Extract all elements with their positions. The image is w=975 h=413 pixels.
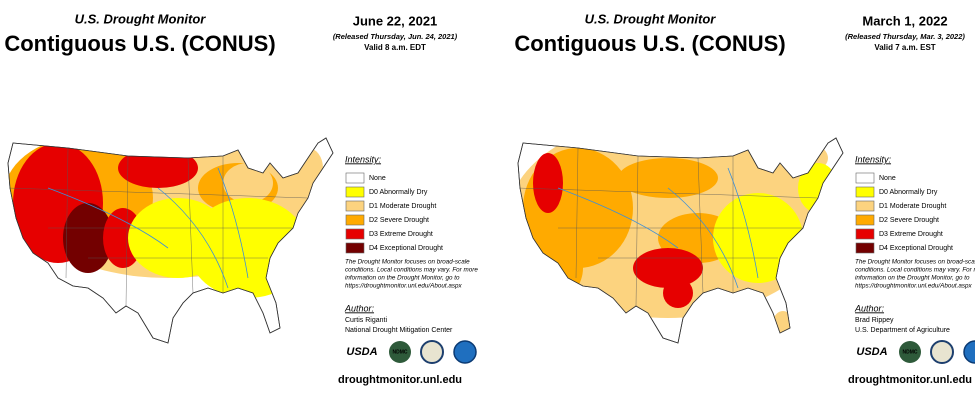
- state-border: [125, 155, 129, 307]
- noaa-logo: [453, 340, 477, 364]
- drought-panel: U.S. Drought Monitor Contiguous U.S. (CON…: [514, 11, 975, 386]
- legend-swatch: [345, 200, 365, 212]
- map-title: Contiguous U.S. (CONUS): [4, 31, 275, 56]
- legend-label: D4 Exceptional Drought: [369, 245, 443, 252]
- map-date: June 22, 2021: [353, 13, 438, 28]
- legend-swatch: [855, 242, 875, 254]
- drought-area: [293, 148, 323, 188]
- drought-area: [533, 238, 583, 298]
- ndmc-logo-bg: [389, 341, 411, 363]
- drought-panel: U.S. Drought Monitor Contiguous U.S. (CON…: [4, 11, 478, 386]
- legend-label: D0 Abnormally Dry: [369, 189, 428, 196]
- drought-area: [63, 203, 113, 273]
- legend-swatch: [855, 172, 875, 184]
- ndmc-logo: NDMC: [903, 349, 918, 355]
- state-border: [187, 157, 194, 294]
- state-border: [575, 147, 579, 279]
- map-heading: U.S. Drought Monitor: [585, 11, 717, 26]
- legend-swatch: [345, 172, 365, 184]
- legend-label: D4 Exceptional Drought: [879, 245, 953, 252]
- note-line: The Drought Monitor focuses on broad-sca…: [345, 259, 470, 266]
- legend-swatch: [345, 214, 365, 226]
- note-line: The Drought Monitor focuses on broad-sca…: [855, 259, 975, 266]
- state-border: [697, 157, 704, 294]
- usda-logo: USDA: [856, 346, 887, 358]
- legend-swatch: [855, 186, 875, 198]
- river: [667, 187, 739, 289]
- state-border: [518, 187, 819, 199]
- note-line: https://droughtmonitor.unl.edu/About.asp…: [855, 283, 973, 290]
- legend-heading: Intensity:: [345, 154, 382, 164]
- legend-heading: Intensity:: [855, 154, 892, 164]
- noaa-logo: [963, 340, 975, 364]
- author-name: Brad Rippey: [855, 317, 894, 324]
- note-line: conditions. Local conditions may vary. F…: [855, 267, 975, 274]
- ndmc-logo-bg: [899, 341, 921, 363]
- map-heading: U.S. Drought Monitor: [75, 11, 207, 26]
- drought-area: [188, 198, 308, 298]
- note-line: information on the Drought Monitor, go t…: [855, 275, 970, 282]
- website-url: droughtmonitor.unl.edu: [338, 374, 462, 386]
- legend-label: D2 Severe Drought: [369, 217, 429, 224]
- river: [47, 187, 169, 249]
- note-line: https://droughtmonitor.unl.edu/About.asp…: [345, 283, 463, 290]
- state-border: [8, 187, 309, 199]
- map-title: Contiguous U.S. (CONUS): [514, 31, 785, 56]
- legend-swatch: [855, 214, 875, 226]
- legend-swatch: [345, 242, 365, 254]
- legend-label: D1 Moderate Drought: [369, 203, 436, 210]
- legend-label: D1 Moderate Drought: [879, 203, 946, 210]
- drought-areas: [518, 138, 838, 335]
- legend-label: D3 Extreme Drought: [879, 231, 943, 238]
- note-line: conditions. Local conditions may vary. F…: [345, 267, 478, 274]
- legend-swatch: [345, 186, 365, 198]
- author-heading: Author:: [854, 303, 885, 313]
- legend-label: D0 Abnormally Dry: [879, 189, 938, 196]
- released-date: (Released Thursday, Mar. 3, 2022): [845, 32, 965, 41]
- state-border: [65, 147, 69, 279]
- drought-area: [713, 193, 803, 283]
- drought-area: [798, 163, 838, 213]
- commerce-logo: [420, 340, 444, 364]
- river: [157, 187, 229, 289]
- commerce-logo: [930, 340, 954, 364]
- conus-border: [7, 137, 334, 344]
- legend-swatch: [345, 228, 365, 240]
- legend-label: D3 Extreme Drought: [369, 231, 433, 238]
- drought-map: [7, 137, 334, 344]
- state-border: [635, 155, 639, 307]
- drought-area: [223, 163, 273, 203]
- drought-map: [517, 137, 844, 344]
- valid-time: Valid 7 a.m. EST: [874, 43, 935, 52]
- river: [557, 187, 679, 249]
- author-heading: Author:: [344, 303, 375, 313]
- legend-swatch: [855, 228, 875, 240]
- usda-logo: USDA: [346, 346, 377, 358]
- drought-area: [618, 158, 718, 198]
- valid-time: Valid 8 a.m. EDT: [364, 43, 426, 52]
- ndmc-logo: NDMC: [393, 349, 408, 355]
- legend-label: None: [369, 175, 386, 182]
- legend-swatch: [855, 200, 875, 212]
- river: [727, 167, 759, 279]
- legend-label: None: [879, 175, 896, 182]
- conus-border: [517, 137, 844, 344]
- drought-area: [533, 153, 563, 213]
- drought-area: [118, 148, 198, 188]
- note-line: information on the Drought Monitor, go t…: [345, 275, 460, 282]
- drought-area: [663, 278, 693, 308]
- legend-label: D2 Severe Drought: [879, 217, 939, 224]
- website-url: droughtmonitor.unl.edu: [848, 374, 972, 386]
- author-organization: National Drought Mitigation Center: [345, 327, 453, 334]
- author-organization: U.S. Department of Agriculture: [855, 327, 950, 334]
- river: [217, 167, 249, 279]
- map-date: March 1, 2022: [862, 13, 947, 28]
- author-name: Curtis Riganti: [345, 317, 387, 324]
- released-date: (Released Thursday, Jun. 24, 2021): [333, 32, 458, 41]
